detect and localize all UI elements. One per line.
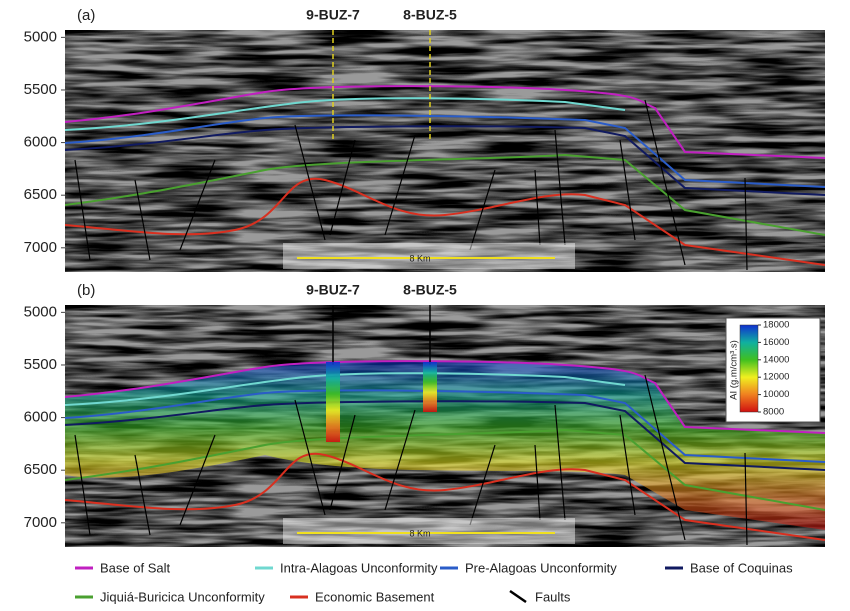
legend-label: Pre-Alagoas Unconformity xyxy=(465,560,617,575)
seismic-panel: 8 Km (b) 9-BUZ-7 8-BUZ-5 xyxy=(65,282,825,547)
legend-swatch xyxy=(509,589,527,604)
well-name: 8-BUZ-5 xyxy=(403,7,457,23)
scale-bar-box xyxy=(283,243,575,269)
colorbar-tick-label: 14000 xyxy=(763,354,789,365)
colorbar-tick-label: 16000 xyxy=(763,337,789,348)
legend-label: Base of Coquinas xyxy=(690,560,793,575)
ai-overlay xyxy=(65,361,825,530)
panel-label: (b) xyxy=(77,282,95,299)
depth-tick-label: 5500 xyxy=(24,356,57,373)
colorbar-tick-label: 12000 xyxy=(763,372,789,383)
section xyxy=(65,305,825,547)
colorbar-tick-label: 8000 xyxy=(763,407,784,418)
scale-bar-label: 8 Km xyxy=(409,253,430,263)
depth-tick-label: 6000 xyxy=(24,134,57,151)
well-log xyxy=(423,362,437,412)
legend-label: Economic Basement xyxy=(315,589,435,604)
seismic-panel: 8 Km (a) 9-BUZ-7 8-BUZ-5 xyxy=(65,7,825,272)
section xyxy=(65,30,825,272)
depth-tick-label: 5500 xyxy=(24,81,57,98)
scale-bar-label: 8 Km xyxy=(409,528,430,538)
colorbar-tick-label: 10000 xyxy=(763,389,789,400)
well-name: 9-BUZ-7 xyxy=(306,282,360,298)
depth-tick-label: 6000 xyxy=(24,409,57,426)
legend-label: Intra-Alagoas Unconformity xyxy=(280,560,438,575)
panel-label: (a) xyxy=(77,7,95,24)
depth-tick-label: 6500 xyxy=(24,461,57,478)
well-name: 9-BUZ-7 xyxy=(306,7,360,23)
depth-tick-label: 7000 xyxy=(24,514,57,531)
depth-tick-label: 5000 xyxy=(24,303,57,320)
legend-label: Base of Salt xyxy=(100,560,170,575)
depth-tick-label: 6500 xyxy=(24,186,57,203)
legend-label: Faults xyxy=(535,589,571,604)
legend-label: Jiquiá-Buricica Unconformity xyxy=(100,589,265,604)
colorbar-tick-label: 18000 xyxy=(763,320,789,331)
seismic-texture xyxy=(65,30,825,272)
depth-tick-label: 7000 xyxy=(24,239,57,256)
colorbar xyxy=(739,324,759,413)
colorbar-label: AI (g.m/cm³.s) xyxy=(729,340,740,400)
depth-tick-label: 5000 xyxy=(24,28,57,45)
well-name: 8-BUZ-5 xyxy=(403,282,457,298)
scale-bar-box xyxy=(283,518,575,544)
well-log xyxy=(326,362,340,442)
